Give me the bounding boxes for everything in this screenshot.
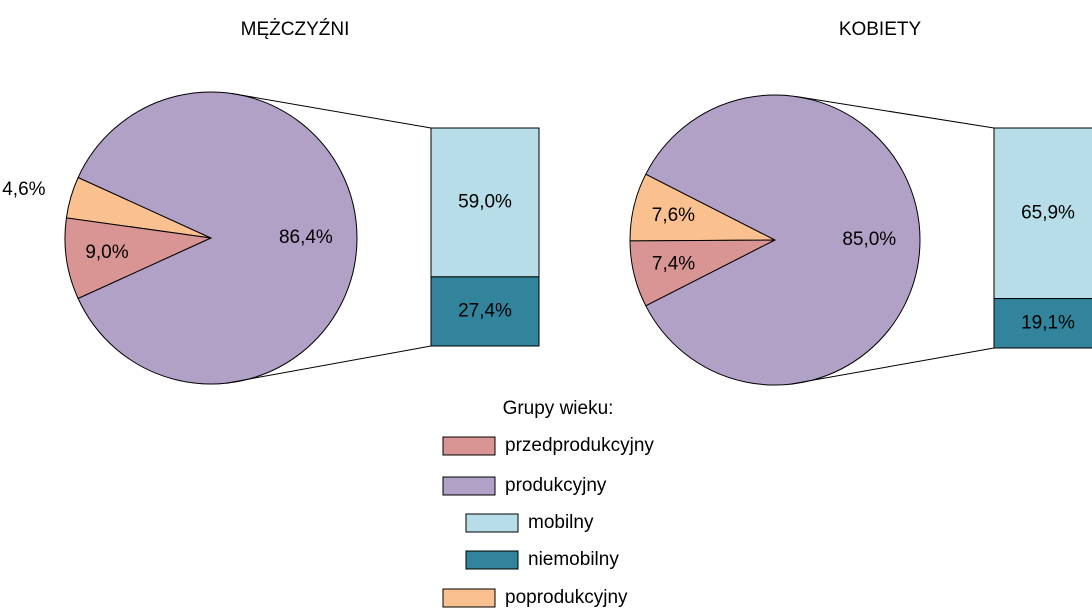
bar-segment: [430, 276, 540, 347]
connector: [795, 95, 995, 129]
connector: [790, 347, 995, 385]
bar-segment: [993, 127, 1092, 300]
legend-swatch: [442, 588, 496, 608]
legend-label: poprodukcyjny: [505, 587, 628, 608]
slice-label: 86,4%: [279, 227, 333, 248]
slice-label: 85,0%: [842, 229, 896, 250]
legend-swatch: [442, 436, 496, 456]
bar-label: 65,9%: [1021, 202, 1075, 223]
pie-slice: [645, 94, 921, 386]
legend-label: mobilny: [528, 512, 594, 533]
bar-label: 19,1%: [1021, 312, 1075, 333]
slice-label: 4,6%: [2, 179, 45, 200]
connector: [226, 345, 432, 384]
legend-swatch: [465, 550, 519, 570]
slice-label: 7,4%: [652, 254, 695, 275]
pie-slice: [77, 91, 358, 385]
legend-label: produkcyjny: [505, 475, 607, 496]
legend-label: niemobilny: [528, 549, 619, 570]
bar-label: 27,4%: [458, 300, 512, 321]
legend-swatch: [465, 513, 519, 533]
connector: [231, 92, 432, 129]
slice-label: 7,6%: [652, 205, 695, 226]
legend-title: Grupy wieku:: [503, 398, 614, 419]
chart-title: MĘŻCZYŹNI: [241, 19, 350, 40]
bar-segment: [993, 298, 1092, 349]
pie-slice: [64, 217, 213, 300]
chart-title: KOBIETY: [839, 19, 922, 40]
slice-label: 9,0%: [85, 242, 128, 263]
bar-label: 59,0%: [458, 191, 512, 212]
legend-label: przedprodukcyjny: [505, 435, 654, 456]
legend-swatch: [442, 476, 496, 496]
